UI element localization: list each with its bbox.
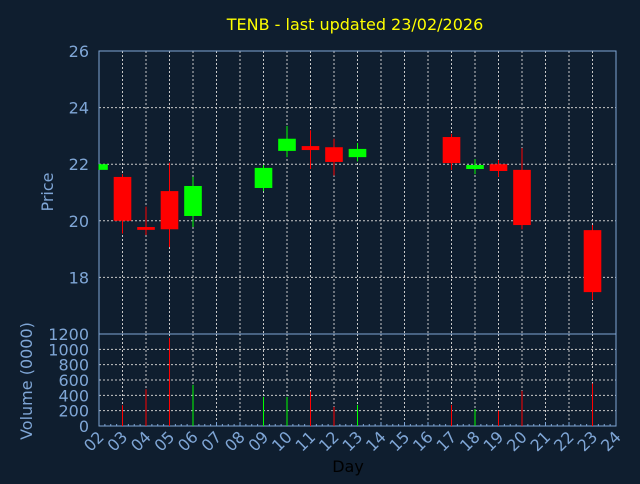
price-tick-label: 26 [69,42,89,61]
volume-tick-label: 800 [58,356,89,375]
candle-body [160,191,179,230]
chart-title: TENB - last updated 23/02/2026 [226,15,484,34]
volume-tick-label: 200 [58,402,89,421]
volume-tick-label: 1200 [48,325,89,344]
price-axis-label: Price [38,172,57,211]
volume-axis-label: Volume (0000) [17,322,36,440]
price-tick-label: 18 [69,268,89,287]
candle-body [184,185,202,216]
candle-body [254,167,273,188]
price-tick-label: 22 [69,155,89,174]
candle-body [99,164,108,170]
candle-body [489,164,508,171]
price-tick-label: 20 [69,212,89,231]
x-axis-label: Day [332,457,364,476]
candle-body [278,138,296,151]
candle-body [513,169,531,226]
candle-body [442,137,461,164]
volume-tick-label: 600 [58,371,89,390]
candle-body [301,146,320,151]
candle-body [137,227,155,230]
price-tick-label: 24 [69,99,89,118]
candle-body [583,230,602,293]
candle-body [325,147,343,162]
volume-tick-label: 1000 [48,340,89,359]
volume-tick-label: 400 [58,386,89,405]
candle-body [348,148,367,158]
candle-body [466,165,484,170]
volume-tick-label: 0 [79,417,89,436]
candle-body [113,176,132,221]
x-tick-label: 24 [597,427,625,455]
